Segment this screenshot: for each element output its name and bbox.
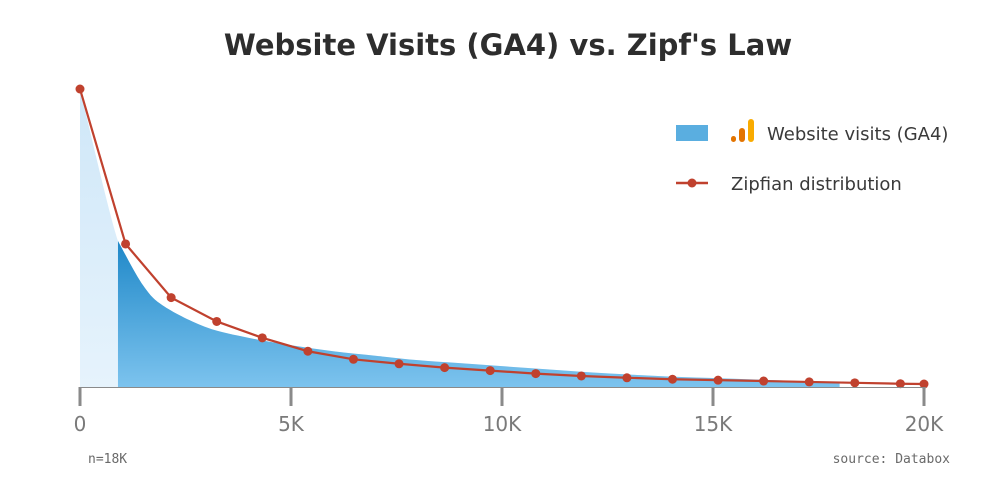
zipf-point	[622, 373, 632, 383]
google-analytics-icon	[731, 119, 754, 142]
zipf-point	[759, 376, 769, 386]
x-tick-label: 20K	[905, 412, 944, 436]
x-tick-label: 15K	[694, 412, 733, 436]
zipf-point	[212, 316, 222, 326]
zipf-point	[485, 366, 495, 376]
x-tick-label: 5K	[278, 412, 305, 436]
zipf-point	[576, 371, 586, 381]
zipf-point	[121, 239, 131, 249]
legend-visits-swatch	[676, 125, 708, 141]
plot-area	[75, 84, 929, 389]
zipf-point	[919, 379, 929, 389]
legend: Website visits (GA4) Zipfian distributio…	[676, 119, 948, 195]
zipf-point	[713, 375, 723, 385]
zipf-point	[895, 379, 905, 389]
ga-icon-dot	[731, 136, 736, 142]
legend-visits-label: Website visits (GA4)	[767, 124, 948, 145]
zipf-point	[166, 293, 176, 303]
zipf-point	[257, 333, 267, 343]
zipf-point	[440, 363, 450, 373]
zipf-point	[531, 369, 541, 379]
source-note: source: Databox	[833, 452, 951, 467]
visits-area	[117, 240, 840, 387]
zipf-point	[348, 354, 358, 364]
zipf-point	[667, 374, 677, 384]
zipf-point	[850, 378, 860, 388]
x-tick-label: 0	[74, 412, 87, 436]
chart-title: Website Visits (GA4) vs. Zipf's Law	[224, 28, 792, 62]
x-axis: 0 5K 10K 15K 20K	[74, 387, 944, 436]
legend-zipf-marker	[687, 178, 697, 188]
zipf-point	[394, 359, 404, 369]
ga-icon-bar-tall	[748, 119, 754, 142]
ga-icon-bar-mid	[739, 128, 745, 142]
x-tick-label: 10K	[483, 412, 522, 436]
legend-zipf-label: Zipfian distribution	[731, 174, 902, 195]
zipf-line	[78, 88, 925, 386]
zipf-point	[303, 346, 313, 356]
zipf-point	[804, 377, 814, 387]
zipf-point	[75, 84, 85, 94]
sample-size-note: n=18K	[88, 452, 127, 467]
